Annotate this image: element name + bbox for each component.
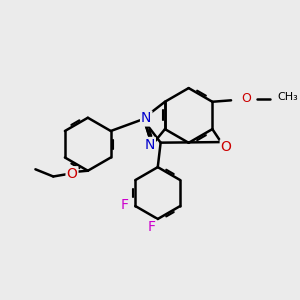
Text: O: O bbox=[221, 140, 232, 154]
Text: CH₃: CH₃ bbox=[277, 92, 298, 102]
Text: O: O bbox=[67, 167, 77, 181]
Text: O: O bbox=[241, 92, 251, 105]
Text: N: N bbox=[141, 112, 152, 125]
Text: F: F bbox=[120, 198, 128, 212]
Text: N: N bbox=[145, 138, 155, 152]
Text: F: F bbox=[147, 220, 155, 234]
